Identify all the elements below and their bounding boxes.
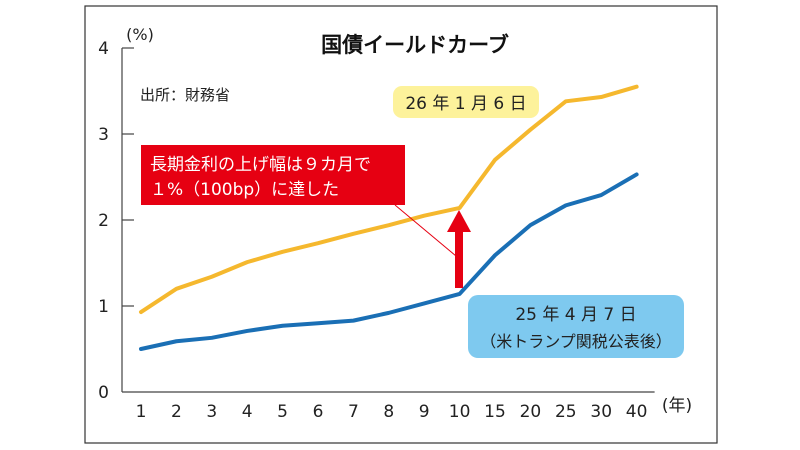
y-tick-label: 1 [98,297,109,317]
legend-2026: 26 年 1 月 6 日 [393,86,539,118]
legend-2026-label: 26 年 1 月 6 日 [405,94,526,114]
x-tick-label: 5 [277,402,288,422]
x-tick-label: 3 [206,402,217,422]
chart-title: 国債イールドカーブ [321,33,509,57]
x-tick-label: 30 [590,402,612,422]
annotation-line1: 長期金利の上げ幅は９カ月で [150,155,371,175]
y-tick-label: 2 [98,211,109,231]
x-tick-label: 2 [171,402,182,422]
y-tick-label: 4 [98,39,109,59]
legend-2025-line2: （米トランプ関税公表後） [480,332,672,351]
x-tick-label: 1 [136,402,147,422]
y-axis-unit: (%) [126,25,154,44]
y-tick-label: 0 [98,383,109,403]
x-tick-label: 40 [626,402,648,422]
y-tick-label: 3 [98,125,109,145]
x-tick-label: 6 [313,402,324,422]
x-tick-label: 8 [383,402,394,422]
x-tick-label: 10 [449,402,471,422]
x-axis-unit: (年) [662,396,692,416]
annotation-line2: １%（100bp）に達した [150,180,339,200]
x-tick-label: 20 [520,402,542,422]
annotation-box: 長期金利の上げ幅は９カ月で １%（100bp）に達した [141,145,405,205]
x-tick-label: 25 [555,402,577,422]
increase-arrow [447,210,471,288]
x-tick-label: 4 [242,402,253,422]
x-tick-label: 7 [348,402,359,422]
legend-2025-line1: 25 年 4 月 7 日 [515,305,636,325]
annotation-leader-line [394,204,457,257]
legend-2025: 25 年 4 月 7 日 （米トランプ関税公表後） [468,295,684,358]
source-note: 出所：財務省 [140,86,230,104]
x-tick-label: 15 [484,402,506,422]
chart-frame [84,5,718,444]
x-tick-label: 9 [419,402,430,422]
